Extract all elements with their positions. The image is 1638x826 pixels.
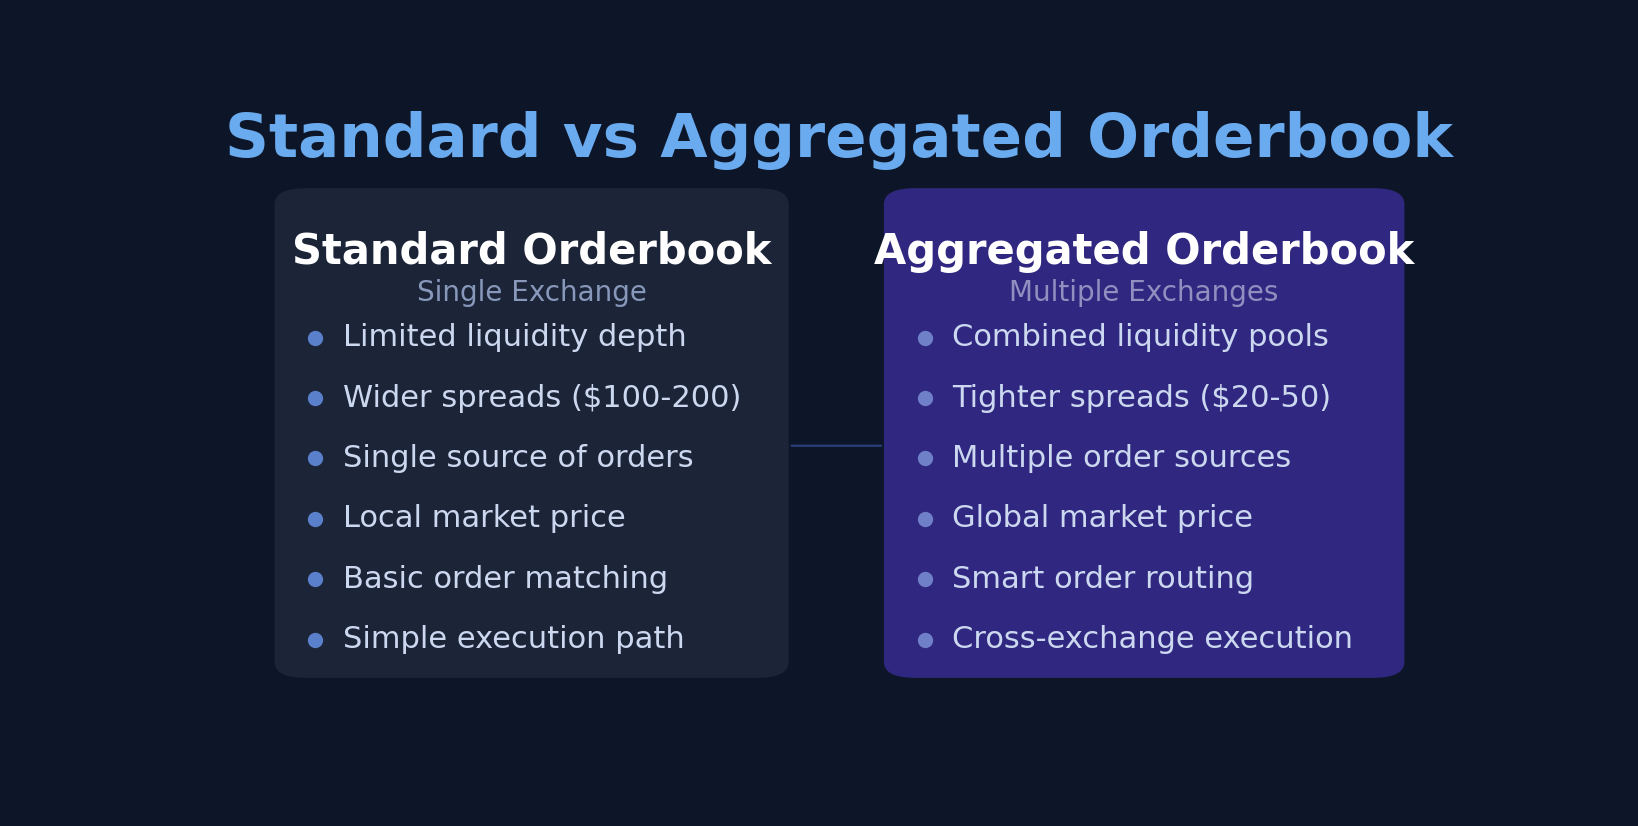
Text: Aggregated Orderbook: Aggregated Orderbook — [875, 230, 1414, 273]
Text: Local market price: Local market price — [342, 505, 626, 534]
Text: Global market price: Global market price — [952, 505, 1253, 534]
Text: Standard Orderbook: Standard Orderbook — [292, 230, 771, 273]
Text: Simple execution path: Simple execution path — [342, 625, 685, 654]
Text: Multiple Exchanges: Multiple Exchanges — [1009, 279, 1279, 307]
FancyBboxPatch shape — [885, 188, 1404, 678]
Text: Combined liquidity pools: Combined liquidity pools — [952, 323, 1330, 352]
FancyBboxPatch shape — [275, 188, 790, 678]
Text: Single Exchange: Single Exchange — [416, 279, 647, 307]
Text: Standard vs Aggregated Orderbook: Standard vs Aggregated Orderbook — [226, 111, 1453, 170]
Text: Tighter spreads ($20-50): Tighter spreads ($20-50) — [952, 383, 1332, 412]
Text: Cross-exchange execution: Cross-exchange execution — [952, 625, 1353, 654]
Text: Multiple order sources: Multiple order sources — [952, 444, 1292, 473]
Text: Wider spreads ($100-200): Wider spreads ($100-200) — [342, 383, 742, 412]
Text: Smart order routing: Smart order routing — [952, 565, 1255, 594]
Text: Limited liquidity depth: Limited liquidity depth — [342, 323, 686, 352]
Text: Basic order matching: Basic order matching — [342, 565, 668, 594]
Text: Single source of orders: Single source of orders — [342, 444, 695, 473]
